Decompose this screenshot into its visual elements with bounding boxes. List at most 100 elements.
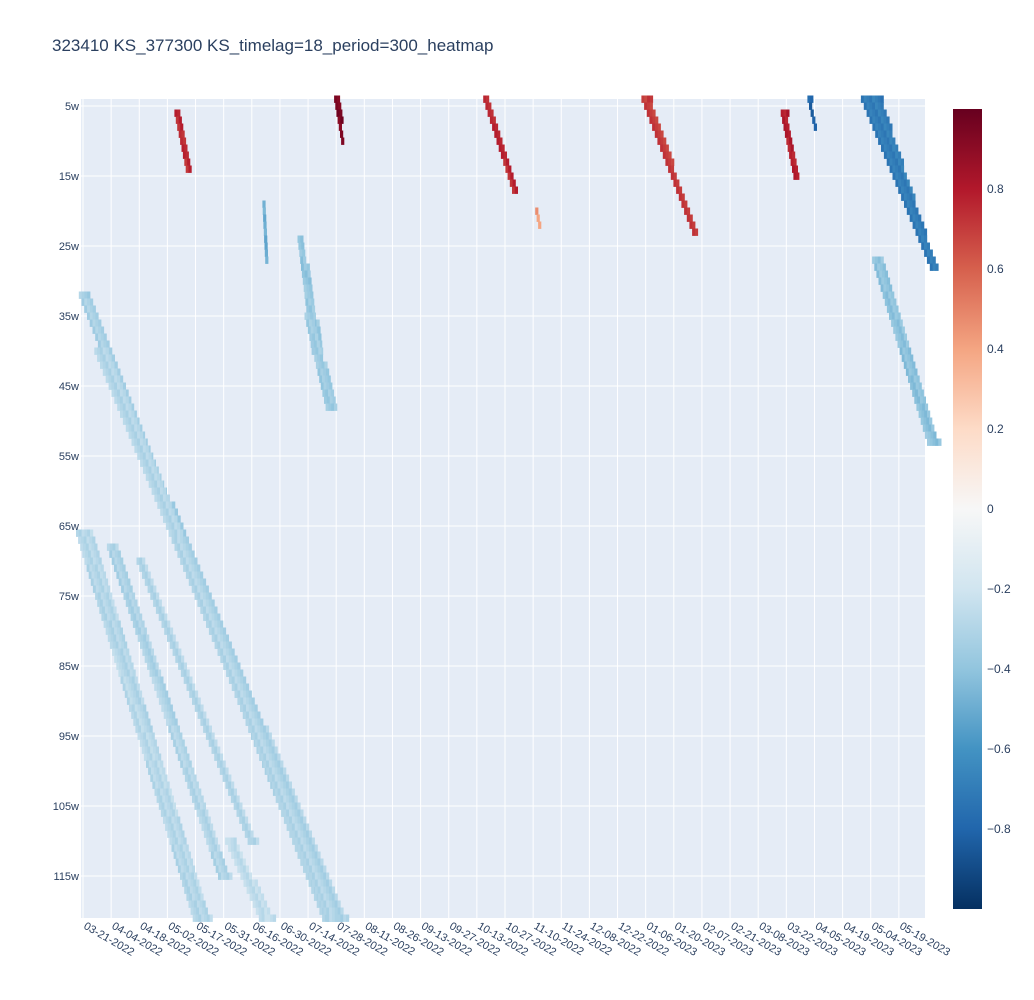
heatmap-cell <box>199 816 203 824</box>
heatmap-cell <box>197 802 201 810</box>
heatmap-cell <box>125 403 129 411</box>
heatmap-cell <box>158 781 162 789</box>
heatmap-cell <box>166 704 171 712</box>
heatmap-cell <box>250 830 254 838</box>
heatmap-cell <box>109 620 113 628</box>
heatmap-cell <box>116 634 120 642</box>
heatmap-cell <box>302 249 306 257</box>
heatmap-cell <box>168 501 172 509</box>
heatmap-cell <box>877 116 882 124</box>
heatmap-cell <box>277 795 281 803</box>
heatmap-cell <box>234 683 238 691</box>
heatmap-cell <box>927 438 931 446</box>
heatmap-cell <box>283 788 287 796</box>
heatmap-cell <box>308 837 313 845</box>
heatmap-cell <box>95 564 99 572</box>
heatmap-cell <box>150 578 154 586</box>
heatmap-cell <box>314 886 319 894</box>
heatmap-cell <box>128 417 132 425</box>
heatmap-cell <box>217 844 221 852</box>
heatmap-cell <box>214 606 218 614</box>
heatmap-cell <box>895 158 899 166</box>
heatmap-cell <box>236 795 240 803</box>
heatmap-cell <box>131 683 135 691</box>
heatmap-cell <box>231 655 235 663</box>
heatmap-cell <box>320 872 324 880</box>
heatmap-cell <box>320 347 324 355</box>
heatmap-cell <box>138 690 143 698</box>
heatmap-cell <box>142 571 146 579</box>
heatmap-cell <box>314 872 318 880</box>
heatmap-cell <box>194 900 198 908</box>
heatmap-cell <box>182 767 186 775</box>
heatmap-cell <box>181 746 185 754</box>
heatmap-cell <box>900 158 904 166</box>
heatmap-cell <box>792 151 796 159</box>
heatmap-cell <box>187 158 191 166</box>
y-tick-label: 25w <box>59 241 79 253</box>
y-tick-label: 35w <box>59 311 79 323</box>
heatmap-cell <box>184 858 188 866</box>
heatmap-cell <box>654 123 659 131</box>
heatmap-cell <box>301 263 305 271</box>
heatmap-cell <box>167 627 171 635</box>
heatmap-cell <box>156 592 160 600</box>
heatmap-cell <box>175 837 179 845</box>
heatmap-cell <box>660 137 664 145</box>
heatmap-cell <box>157 494 161 502</box>
heatmap-cell <box>905 368 910 376</box>
heatmap-cell <box>311 858 316 866</box>
heatmap-cell <box>134 676 138 684</box>
heatmap-cell <box>237 865 241 873</box>
heatmap-cell <box>148 480 152 488</box>
heatmap-cell <box>165 494 169 502</box>
heatmap-cell <box>119 655 123 663</box>
heatmap-cell <box>500 151 505 159</box>
heatmap-cell <box>220 620 224 628</box>
heatmap-cell <box>920 417 924 425</box>
heatmap-cell <box>151 760 155 768</box>
heatmap-cell <box>308 879 312 887</box>
heatmap-cell <box>138 725 142 733</box>
heatmap-cell <box>264 249 268 257</box>
heatmap-cell <box>280 774 284 782</box>
heatmap-cell <box>222 627 227 635</box>
heatmap-cell <box>673 179 677 187</box>
heatmap-cell <box>100 340 104 348</box>
heatmap-cell <box>286 781 290 789</box>
heatmap-cell <box>205 725 210 733</box>
heatmap-cell <box>174 844 178 852</box>
heatmap-cell <box>888 291 892 299</box>
heatmap-cell <box>879 270 883 278</box>
heatmap-cell <box>111 382 115 390</box>
heatmap-cell <box>154 788 158 796</box>
heatmap-cell <box>136 417 140 425</box>
heatmap-cell <box>108 368 112 376</box>
heatmap-cell <box>266 760 270 768</box>
heatmap-cell <box>190 781 194 789</box>
heatmap-cell <box>164 802 168 810</box>
heatmap-cell <box>254 718 258 726</box>
heatmap-cell <box>240 872 244 880</box>
heatmap-cell <box>174 508 178 516</box>
heatmap-cell <box>124 662 128 670</box>
heatmap-cell <box>903 186 907 194</box>
heatmap-cell <box>895 333 899 341</box>
heatmap-cell <box>326 382 330 390</box>
heatmap-cell <box>144 571 148 579</box>
heatmap-cell <box>323 907 327 915</box>
heatmap-cell <box>171 529 175 537</box>
heatmap-cell <box>883 123 887 131</box>
heatmap-cell <box>649 116 653 124</box>
heatmap-cell <box>145 466 149 474</box>
heatmap-cell <box>663 137 667 145</box>
heatmap-cell <box>932 263 936 271</box>
heatmap-cell <box>692 221 696 229</box>
heatmap-cell <box>263 725 267 733</box>
heatmap-cell <box>319 354 324 362</box>
heatmap-cell <box>875 130 879 138</box>
heatmap-cell <box>809 102 813 110</box>
heatmap-cell <box>90 557 94 565</box>
heatmap-cell <box>91 571 95 579</box>
heatmap-cell <box>300 837 304 845</box>
